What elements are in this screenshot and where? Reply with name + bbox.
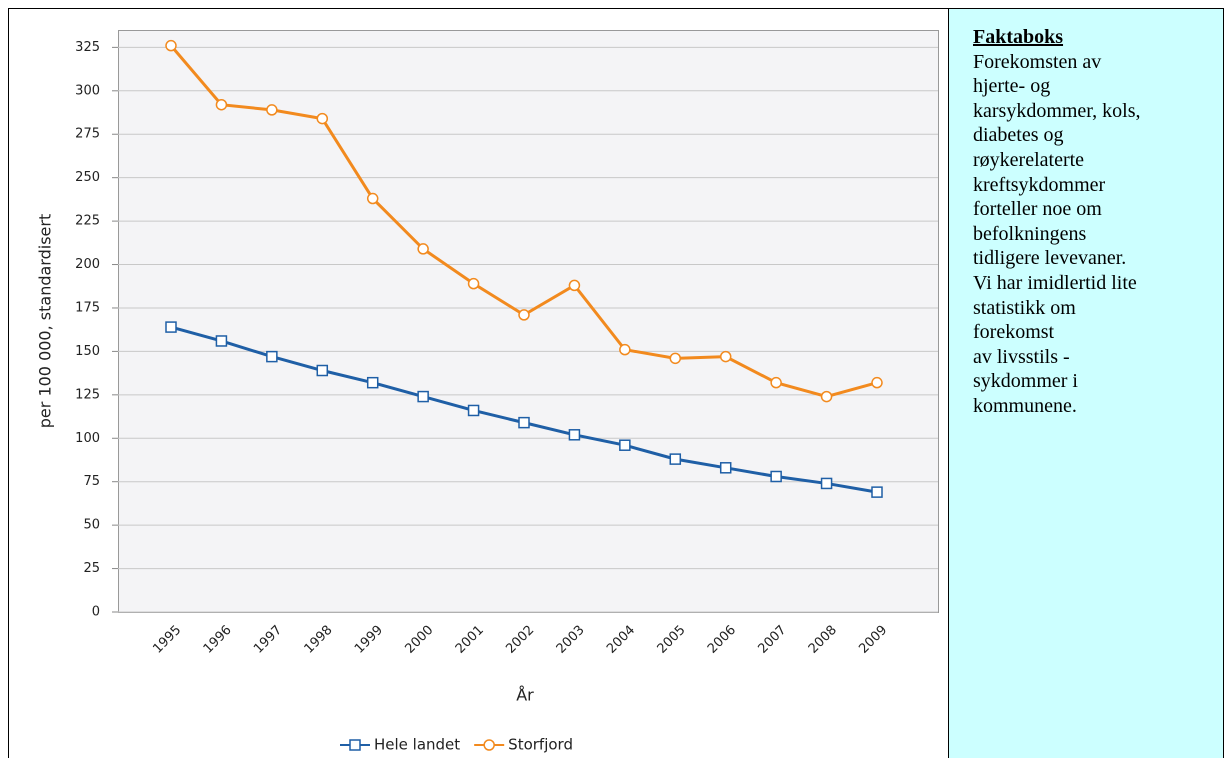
marker bbox=[568, 279, 581, 292]
marker bbox=[483, 739, 495, 751]
marker bbox=[871, 376, 883, 389]
y-tick-label: 150 bbox=[75, 344, 100, 359]
legend-label: Hele landet bbox=[374, 736, 460, 754]
marker bbox=[366, 376, 379, 389]
marker bbox=[165, 39, 177, 52]
marker bbox=[467, 277, 480, 290]
fact-box: Faktaboks Forekomsten av hjerte- og karsyk… bbox=[948, 8, 1224, 758]
marker bbox=[467, 404, 480, 417]
marker bbox=[871, 486, 883, 498]
fact-box-line: befolkningens bbox=[973, 222, 1087, 245]
marker bbox=[568, 429, 581, 441]
marker bbox=[417, 243, 429, 255]
marker bbox=[215, 98, 228, 111]
chart: År per 100 000, standardisert 0 25 50 75 100… bbox=[8, 8, 948, 758]
marker bbox=[518, 309, 530, 321]
y-axis-title: per 100 000, standardisert bbox=[36, 214, 55, 428]
y-tick-label: 0 bbox=[92, 605, 100, 620]
marker bbox=[719, 350, 732, 363]
fact-box-line: diabetes og bbox=[973, 124, 1064, 147]
y-tick-label: 100 bbox=[75, 431, 100, 446]
fact-box-line: hjerte- og bbox=[973, 75, 1051, 98]
y-tick-label: 275 bbox=[75, 127, 100, 142]
marker bbox=[619, 439, 631, 451]
fact-box-line: karsykdommer, kols, bbox=[973, 99, 1141, 122]
marker bbox=[165, 321, 177, 333]
marker bbox=[417, 390, 429, 403]
y-tick-label: 225 bbox=[75, 214, 100, 229]
y-tick-label: 250 bbox=[75, 170, 100, 185]
marker bbox=[366, 192, 379, 205]
x-axis-title: År bbox=[516, 686, 534, 705]
fact-box-line: tidligere levevaner. bbox=[973, 247, 1127, 270]
marker bbox=[316, 112, 329, 125]
fact-box-line: sykdommer i bbox=[973, 370, 1078, 393]
y-tick-label: 25 bbox=[83, 561, 100, 576]
fact-box-line: Vi har imidlertid lite bbox=[973, 271, 1137, 294]
marker bbox=[770, 376, 782, 389]
y-tick-label: 125 bbox=[75, 387, 100, 402]
fact-box-line: kreftsykdommer bbox=[973, 173, 1106, 196]
marker bbox=[266, 350, 278, 363]
y-tick-label: 300 bbox=[75, 83, 100, 98]
plot-area bbox=[118, 30, 939, 613]
marker bbox=[719, 462, 732, 474]
marker bbox=[349, 739, 361, 751]
y-tick-label: 50 bbox=[83, 518, 100, 533]
marker bbox=[619, 343, 631, 356]
fact-box-line: av livsstils - bbox=[973, 345, 1070, 368]
fact-box-line: kommunene. bbox=[973, 394, 1077, 417]
y-tick-label: 200 bbox=[75, 257, 100, 272]
marker bbox=[215, 335, 228, 347]
fact-box-line: røykerelaterte bbox=[973, 148, 1085, 171]
marker bbox=[316, 364, 329, 377]
fact-box-line: statistikk om bbox=[973, 296, 1076, 319]
fact-box-line: Forekomsten av bbox=[973, 50, 1102, 73]
fact-box-title: Faktaboks bbox=[973, 26, 1064, 48]
y-tick-label: 175 bbox=[75, 300, 100, 315]
marker bbox=[770, 470, 782, 483]
fact-box-line: forteller noe om bbox=[973, 198, 1102, 221]
marker bbox=[518, 416, 530, 429]
legend-label: Storfjord bbox=[508, 736, 573, 754]
y-tick-label: 325 bbox=[75, 40, 100, 55]
marker bbox=[820, 477, 833, 490]
y-tick-label: 75 bbox=[83, 474, 100, 489]
fact-box-line: forekomst bbox=[973, 321, 1055, 344]
marker bbox=[669, 453, 682, 465]
marker bbox=[266, 104, 278, 116]
marker bbox=[669, 352, 682, 365]
marker bbox=[820, 390, 833, 403]
